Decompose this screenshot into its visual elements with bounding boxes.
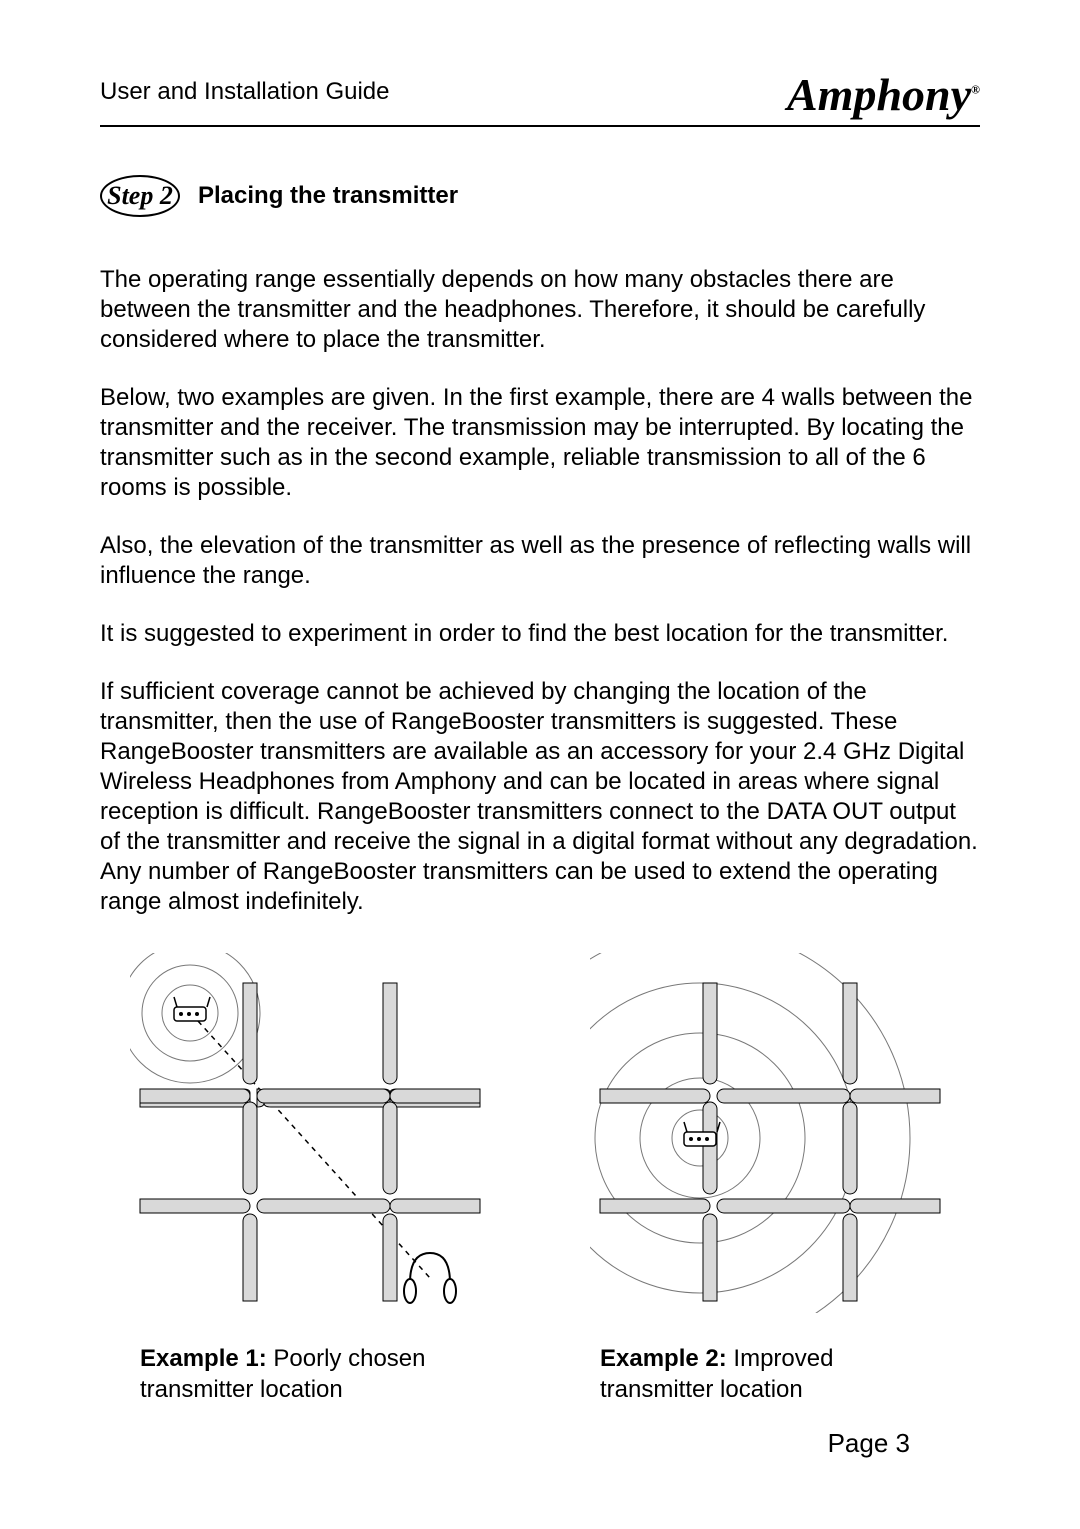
paragraph-2: Below, two examples are given. In the fi… [100,383,980,503]
diagrams-container: Example 1: Poorly chosen transmitter loc… [100,953,980,1405]
paragraph-4: It is suggested to experiment in order t… [100,619,980,649]
diagram-2-column: Example 2: Improved transmitter location [560,953,980,1405]
step-badge: Step 2 [100,175,180,217]
brand-logo: Amphony® [787,68,980,121]
brand-text: Amphony [787,69,971,120]
diagram-1-column: Example 1: Poorly chosen transmitter loc… [100,953,520,1405]
paragraph-1: The operating range essentially depends … [100,265,980,355]
example-1-label: Example 1: [140,1345,273,1372]
brand-registered: ® [971,83,980,97]
example-2-label: Example 2: [600,1345,733,1372]
diagram-2 [590,953,950,1313]
diagram-1-caption: Example 1: Poorly chosen transmitter loc… [100,1343,520,1405]
page-number: Page 3 [828,1428,910,1459]
header-divider [100,125,980,127]
diagram-1 [130,953,490,1313]
guide-title: User and Installation Guide [100,78,390,106]
diagram-2-caption: Example 2: Improved transmitter location [560,1343,980,1405]
document-header: User and Installation Guide Amphony® [100,68,980,115]
step-title: Placing the transmitter [198,182,458,210]
transmitter-icon [174,997,210,1021]
paragraph-3: Also, the elevation of the transmitter a… [100,531,980,591]
paragraph-5: If sufficient coverage cannot be achieve… [100,677,980,917]
step-heading: Step 2 Placing the transmitter [100,175,980,217]
